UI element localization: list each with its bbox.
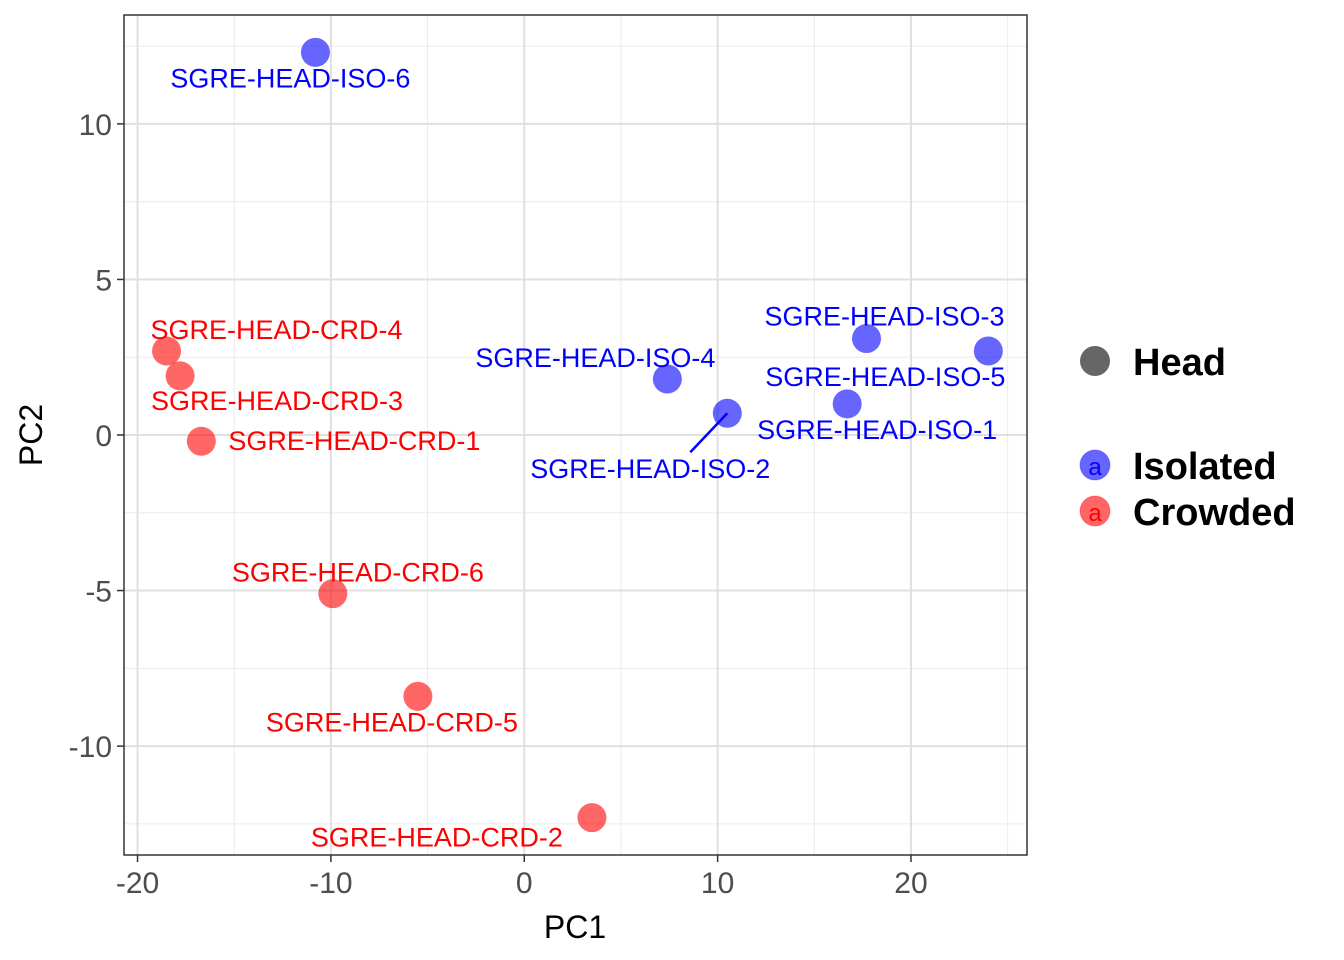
data-point [152,336,182,366]
legend-shape-title: Head [1133,342,1226,384]
legend-key-crowded [1079,495,1111,527]
points: SGRE-HEAD-ISO-6 SGRE-HEAD-CRD-4 SGRE-HEAD-… [151,37,1005,853]
data-label: SGRE-HEAD-ISO-4 [475,343,715,373]
data-point [300,37,330,67]
x-tick-label: 20 [894,867,927,900]
data-label: SGRE-HEAD-CRD-4 [151,315,403,345]
x-tick-label: 10 [701,867,734,900]
data-label: SGRE-HEAD-CRD-5 [266,707,518,737]
y-tick-label: 5 [95,264,112,297]
axis-ticks: -20 -10 0 10 20 -10 -5 0 5 10 [69,109,928,900]
data-point [403,681,433,711]
data-point [852,324,882,354]
y-tick-label: -5 [85,576,112,609]
data-label: SGRE-HEAD-ISO-3 [764,302,1004,332]
legend-key-glyph: a [1088,454,1102,481]
y-tick-label: 10 [79,109,112,142]
x-tick-label: -20 [116,867,159,900]
legend: Head a Isolated a Crowded [1079,342,1296,534]
legend-key-isolated [1079,449,1111,481]
y-axis-title: PC2 [13,404,49,466]
legend-label-crowded: Crowded [1133,492,1296,534]
data-point [577,803,607,833]
data-point [973,336,1003,366]
x-tick-label: 0 [516,867,533,900]
y-tick-label: 0 [95,420,112,453]
grid [124,15,1027,855]
data-label: SGRE-HEAD-CRD-2 [311,823,563,853]
data-label: SGRE-HEAD-CRD-6 [232,558,484,588]
data-label: SGRE-HEAD-ISO-5 [765,362,1005,392]
data-label: SGRE-HEAD-ISO-6 [170,63,410,93]
x-tick-label: -10 [309,867,352,900]
label-leader-line [689,412,729,454]
data-point [652,364,682,394]
data-point [186,426,216,456]
y-tick-label: -10 [69,731,112,764]
x-axis-title: PC1 [544,909,606,945]
data-label: SGRE-HEAD-CRD-3 [151,386,403,416]
legend-key-glyph: a [1088,500,1102,527]
data-label: SGRE-HEAD-ISO-2 [530,454,770,484]
legend-shape-key [1080,346,1110,376]
data-point [832,389,862,419]
legend-label-isolated: Isolated [1133,446,1277,488]
data-point [318,579,348,609]
data-point [165,361,195,391]
data-label: SGRE-HEAD-ISO-1 [757,415,997,445]
data-label: SGRE-HEAD-CRD-1 [228,426,480,456]
